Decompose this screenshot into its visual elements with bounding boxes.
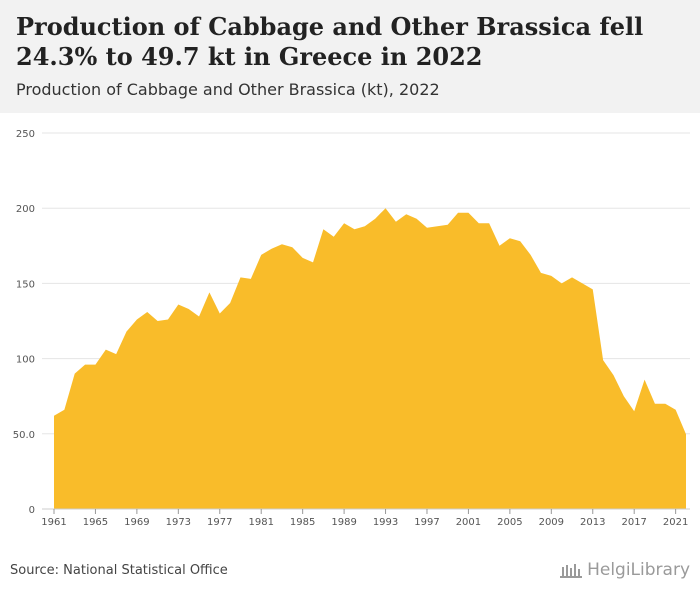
x-tick-label: 2001 (456, 517, 481, 528)
x-tick-label: 2017 (621, 517, 646, 528)
x-tick-label: 2009 (539, 517, 564, 528)
x-tick-label: 1977 (207, 517, 232, 528)
x-tick-label: 1981 (248, 517, 273, 528)
plot-area (54, 208, 686, 509)
y-tick-label: 100 (16, 355, 35, 366)
x-tick-label: 1993 (373, 517, 398, 528)
x-tick-label: 1961 (41, 517, 66, 528)
x-tick-label: 2005 (497, 517, 522, 528)
header-band: Production of Cabbage and Other Brassica… (0, 0, 700, 113)
x-axis: 1961 1965 1969 1973 1977 1981 1985 1989 1993 1997… (41, 508, 690, 528)
x-tick-label: 1965 (83, 517, 108, 528)
x-tick-label: 1989 (331, 517, 356, 528)
logo-text: HelgiLibrary (587, 560, 690, 580)
helgi-library-logo: HelgiLibrary (559, 560, 690, 580)
chart-title: Production of Cabbage and Other Brassica… (16, 12, 644, 71)
source-note: Source: National Statistical Office (10, 563, 228, 578)
x-tick-label: 1985 (290, 517, 315, 528)
y-tick-label: 200 (16, 204, 35, 215)
y-tick-label: 50.0 (13, 430, 35, 441)
chart-subtitle: Production of Cabbage and Other Brassica… (16, 80, 440, 99)
y-tick-label: 0 (29, 505, 35, 516)
library-building-icon (560, 564, 583, 578)
production-area-series (54, 208, 686, 509)
x-tick-label: 2021 (663, 517, 688, 528)
y-axis: 0 50.0 100 150 200 250 (13, 129, 35, 516)
y-tick-label: 150 (16, 279, 35, 290)
x-tick-label: 1969 (124, 517, 149, 528)
x-tick-label: 1997 (414, 517, 439, 528)
x-tick-label: 2013 (580, 517, 605, 528)
x-tick-label: 1973 (166, 517, 191, 528)
y-tick-label: 250 (16, 129, 35, 140)
